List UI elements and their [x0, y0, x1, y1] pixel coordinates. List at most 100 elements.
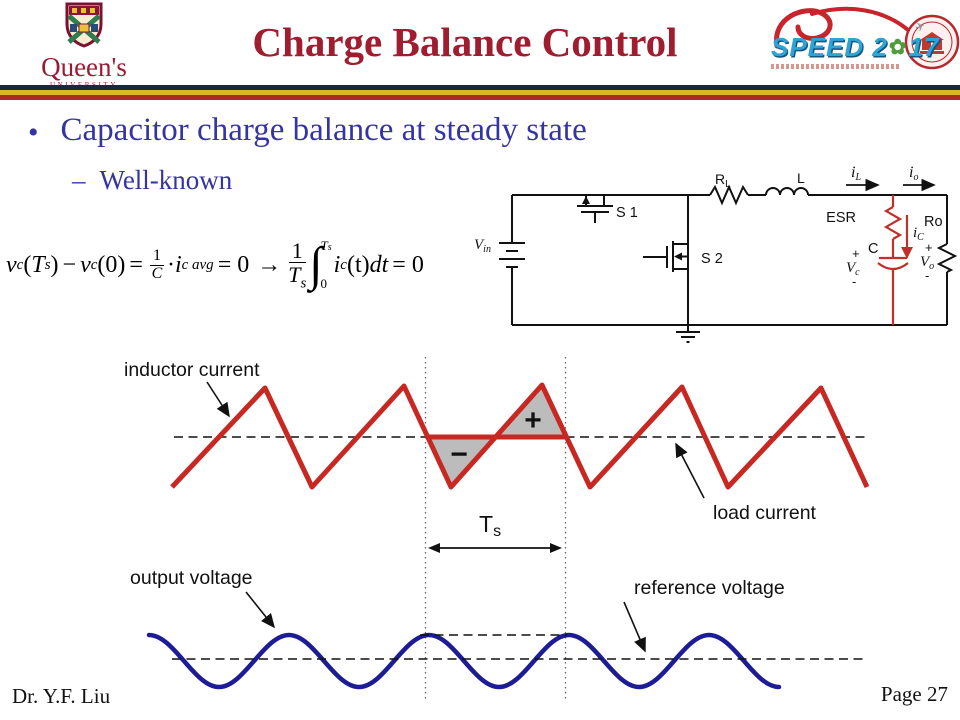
- eq-arrow: →: [257, 251, 282, 278]
- eq-frac1-num: 1: [149, 247, 164, 266]
- bullet-item: • Capacitor charge balance at steady sta…: [28, 112, 587, 154]
- ts-period-marker: Ts: [428, 511, 562, 553]
- eq-equals-zero-2: = 0: [392, 251, 424, 278]
- load-current-label: load current: [713, 502, 817, 524]
- mosfet-s1: [577, 195, 613, 223]
- speed-logo-tagline: [771, 64, 901, 69]
- resistor-esr: [883, 206, 903, 240]
- rl-label: RL: [715, 171, 731, 190]
- eq-int-sup-sub: s: [327, 242, 332, 253]
- eq-i2-sub: c: [340, 256, 347, 273]
- esr-label: ESR: [826, 210, 856, 226]
- vc-minus: -: [852, 274, 856, 289]
- stripe-navy: [0, 85, 960, 90]
- inductor-current-wave: [170, 382, 870, 490]
- c-label: C: [868, 241, 878, 257]
- waveform-diagram: + − inductor current load current Ts out…: [124, 357, 870, 702]
- output-voltage-wave: [146, 632, 782, 690]
- queens-crest-icon: [65, 2, 103, 48]
- clover-icon: ✿: [888, 36, 908, 59]
- eq-i1-sub: c avg: [181, 256, 214, 273]
- resistor-ro: [936, 243, 958, 273]
- eq-int-sub: 0: [320, 276, 327, 291]
- ic-arrowhead: [901, 247, 913, 259]
- eq-frac-1-over-C: 1 C: [149, 247, 164, 283]
- queens-logo-name: Queen's: [41, 52, 127, 82]
- vc-label: Vc: [846, 260, 860, 278]
- ground-icon: [676, 325, 700, 343]
- eq-i1: i: [174, 251, 182, 278]
- vin-label: Vin: [474, 237, 491, 255]
- ro-label: Ro: [924, 214, 943, 230]
- stripe-gold: [0, 90, 960, 95]
- il-label: iL: [851, 164, 861, 183]
- speed-swoosh-icon: [774, 6, 910, 49]
- speed-2017-logo: SPEED 2 ✿ 17 ✈: [768, 2, 960, 88]
- capacitor-branch: [877, 195, 909, 325]
- vo-label: Vo: [920, 254, 934, 272]
- eq-v1-sub: c: [16, 256, 24, 273]
- s1-arrow: [582, 196, 590, 204]
- output-voltage-label: output voltage: [130, 567, 253, 589]
- sub-bullet-marker: –: [72, 165, 86, 195]
- inductor-current-pointer: [206, 381, 230, 418]
- eq-frac2-den: T: [288, 261, 301, 287]
- resistor-rl: [709, 184, 749, 206]
- vo-label-group: + Vo -: [920, 240, 934, 283]
- eq-integral-limits: Ts 0: [320, 238, 331, 292]
- footer-page-number: Page 27: [880, 682, 948, 706]
- battery-vin: [499, 242, 525, 268]
- vo-minus: -: [925, 268, 929, 283]
- reference-voltage-label: reference voltage: [634, 577, 785, 599]
- eq-arg3: (t): [346, 251, 370, 278]
- mosfet-s2: [643, 195, 689, 325]
- eq-frac2-den-sub: s: [300, 275, 307, 292]
- eq-cdot: ·: [166, 251, 175, 278]
- sub-bullet-text: Well-known: [99, 165, 233, 195]
- vc-plus: +: [852, 246, 860, 261]
- eq-frac1-den: C: [151, 264, 163, 282]
- bullet-text: Capacitor charge balance at steady state: [60, 112, 587, 148]
- eq-equals-zero: = 0: [217, 251, 250, 278]
- eq-paren: (: [23, 251, 32, 278]
- output-voltage-pointer: [245, 591, 275, 629]
- bullet-marker: •: [28, 116, 39, 149]
- eq-paren: ): [50, 251, 59, 278]
- io-label: io: [909, 164, 918, 183]
- l-label: L: [797, 170, 805, 186]
- vo-plus: +: [925, 240, 933, 255]
- buck-converter-circuit: Vin S 1 S 2 RL L iL io ESR C iC Ro + Vc …: [474, 164, 958, 343]
- eq-int-sup: T: [320, 238, 328, 253]
- eq-i2: i: [333, 251, 341, 278]
- s2-label: S 2: [701, 251, 723, 267]
- ic-label: iC: [913, 225, 924, 243]
- eq-frac-1-over-Ts: 1 Ts: [288, 239, 306, 291]
- eq-T: T: [31, 251, 45, 278]
- sub-bullet-item: – Well-known: [72, 165, 232, 196]
- inductor-current-label: inductor current: [124, 359, 260, 381]
- ts-label: Ts: [479, 511, 501, 540]
- s2-arrow: [674, 252, 682, 261]
- eq-arg2: (0): [97, 251, 126, 278]
- queens-university-logo: Queen's UNIVERSITY: [8, 2, 160, 89]
- stripe-red: [0, 95, 960, 100]
- plus-area-label: +: [524, 404, 542, 437]
- reference-voltage-pointer: [623, 601, 646, 653]
- eq-minus: −: [62, 251, 77, 278]
- vc-label-group: + Vc -: [846, 246, 860, 289]
- eq-equals: =: [129, 251, 143, 278]
- s1-label: S 1: [616, 205, 638, 221]
- footer-author: Dr. Y.F. Liu: [12, 684, 111, 708]
- integral-icon: ∫: [309, 238, 323, 292]
- speed-text-right: 17: [908, 32, 940, 62]
- speed-logo-text: SPEED 2 ✿ 17: [771, 32, 939, 63]
- eq-v1: v: [6, 251, 17, 278]
- eq-integral-group: ∫ Ts 0: [309, 238, 333, 292]
- load-current-pointer: [675, 442, 705, 499]
- speed-seal-icon: [904, 14, 960, 70]
- inductor-l: [765, 187, 809, 196]
- eq-T-sub: s: [44, 256, 51, 273]
- eq-frac2-num: 1: [288, 239, 306, 263]
- page-title: Charge Balance Control: [252, 19, 678, 65]
